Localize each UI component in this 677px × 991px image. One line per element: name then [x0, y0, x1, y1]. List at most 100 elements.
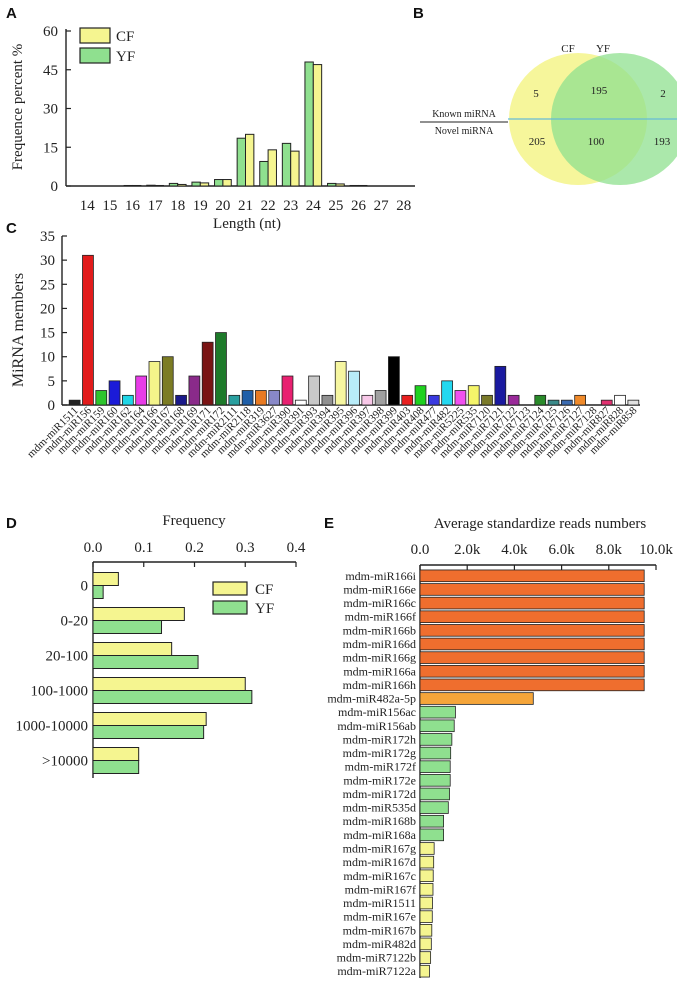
- panel-e-y-tick-label: mdm-miR168b: [343, 814, 416, 828]
- panel-e-bar: [419, 692, 534, 705]
- venn-novel-cf-only: 205: [529, 136, 546, 148]
- panel-a-bar-cf: [259, 160, 269, 187]
- panel-d-bar-yf: [92, 725, 205, 739]
- panel-a-y-tick-label: 0: [51, 179, 59, 195]
- panel-c-bar: [388, 356, 400, 406]
- panel-d-y-tick-label: 0: [81, 579, 89, 595]
- panel-d-letter: D: [6, 515, 17, 532]
- panel-d-legend-cf-swatch: [212, 581, 248, 596]
- panel-c-bar: [321, 394, 334, 406]
- panel-a-y-tick-label: 45: [43, 63, 58, 79]
- panel-c-y-tick-label: 20: [40, 301, 55, 317]
- panel-c-bar: [614, 394, 626, 406]
- panel-e-y-tick-label: mdm-miR167d: [343, 855, 416, 869]
- panel-a-x-tick-label: 28: [396, 198, 411, 214]
- panel-c-bar: [574, 394, 586, 406]
- panel-e-y-tick-label: mdm-miR172d: [343, 787, 416, 801]
- panel-e-y-tick-label: mdm-miR166f: [345, 610, 416, 624]
- panel-e-y-tick-label: mdm-miR156ac: [338, 705, 416, 719]
- panel-a-legend: CF YF: [79, 27, 135, 65]
- panel-a-x-tick-label: 14: [80, 198, 96, 214]
- panel-d-x-tick-label: 0.0: [84, 540, 103, 556]
- panel-a-bar-yf: [312, 64, 323, 187]
- panel-a-length-distribution-chart: A Frequence percent % Length (nt) CF YF …: [6, 5, 415, 232]
- panel-a-x-tick-label: 22: [261, 198, 276, 214]
- panel-e-bar: [419, 705, 456, 719]
- panel-a-bar-cf: [349, 184, 360, 187]
- panel-e-bar: [419, 869, 434, 883]
- panel-e-y-tick-label: mdm-miR168a: [343, 828, 416, 842]
- panel-e-bar: [419, 610, 645, 623]
- panel-a-y-tick-label: 30: [43, 102, 58, 118]
- panel-e-bar: [419, 814, 445, 828]
- panel-c-y-tick-label: 5: [48, 374, 56, 390]
- panel-d-x-tick-label: 0.1: [134, 540, 153, 556]
- panel-e-y-tick-label: mdm-miR167g: [343, 841, 416, 855]
- panel-e-bar: [419, 774, 451, 787]
- panel-d-bar-cf: [92, 572, 119, 586]
- panel-e-y-tick-label: mdm-miR172h: [343, 732, 416, 746]
- panel-e-bar: [419, 828, 445, 842]
- panel-a-x-tick-label: 23: [283, 198, 298, 214]
- panel-e-bar: [419, 719, 455, 733]
- panel-c-bar: [161, 356, 174, 406]
- panel-e-bar: [419, 760, 451, 773]
- panel-e-y-tick-label: mdm-miR172g: [343, 746, 416, 760]
- panel-e-y-tick-label: mdm-miR172e: [343, 773, 416, 787]
- panel-c-bar: [494, 365, 507, 406]
- panel-c-bar: [228, 394, 241, 406]
- panel-c-bar: [374, 390, 387, 406]
- panel-a-bar-cf: [236, 137, 247, 187]
- venn-known-both: 195: [591, 85, 608, 97]
- panel-e-y-tick-label: mdm-miR166a: [343, 664, 416, 678]
- panel-d-bar-cf: [92, 642, 173, 656]
- panel-c-bar: [467, 385, 480, 406]
- panel-c-y-axis-label: MiRNA members: [10, 273, 27, 387]
- panel-c-bar: [135, 375, 148, 406]
- panel-d-x-axis-label: Frequency: [162, 513, 226, 529]
- panel-a-bar-yf: [222, 179, 232, 187]
- panel-c-bar: [600, 399, 613, 406]
- panel-a-bar-yf: [335, 183, 345, 187]
- panel-e-y-tick-label: mdm-miR166c: [343, 596, 416, 610]
- panel-a-x-tick-label: 21: [238, 198, 253, 214]
- panel-e-y-tick-label: mdm-miR166h: [343, 678, 416, 692]
- panel-e-bar: [419, 883, 434, 896]
- panel-a-bar-yf: [199, 182, 210, 187]
- panel-c-bar: [188, 375, 201, 406]
- panel-d-bar-yf: [92, 620, 163, 634]
- venn-known-cf-only: 5: [533, 88, 539, 100]
- panel-c-bar: [82, 254, 94, 406]
- panel-e-plot-area: 0.0 2.0k 4.0k 6.0k 8.0k 10.0kmdm-miR166imdm-m…: [327, 542, 673, 978]
- panel-d-y-tick-label: 20-100: [46, 649, 89, 665]
- panel-c-y-tick-label: 10: [40, 350, 55, 366]
- panel-e-x-tick-label: 0.0: [411, 542, 430, 558]
- panel-e-x-axis-label: Average standardize reads numbers: [434, 516, 647, 532]
- panel-d-bar-cf: [92, 607, 185, 621]
- panel-a-x-tick-label: 15: [102, 198, 117, 214]
- panel-d-legend-cf-label: CF: [255, 582, 273, 598]
- panel-d-plot-area: 0.0 0.1 0.2 0.3 0.4 0 0-20 20-100 100-1000 1000-1…: [16, 540, 306, 778]
- panel-c-letter: C: [6, 220, 17, 237]
- panel-e-bar: [419, 842, 435, 855]
- panel-e-bar: [419, 583, 645, 596]
- panel-d-legend-yf-swatch: [212, 600, 248, 615]
- panel-d-x-tick-label: 0.4: [287, 540, 306, 556]
- panel-c-y-tick-label: 0: [48, 398, 56, 414]
- panel-c-bar: [507, 394, 520, 406]
- panel-e-y-tick-label: mdm-miR1511: [343, 896, 416, 910]
- panel-c-y-tick-label: 35: [40, 229, 55, 245]
- panel-d-x-tick-label: 0.3: [236, 540, 255, 556]
- panel-a-x-tick-label: 24: [306, 198, 322, 214]
- panel-e-y-tick-label: mdm-miR482a-5p: [327, 692, 416, 706]
- panel-c-bar: [201, 341, 214, 406]
- panel-e-bar: [419, 801, 449, 814]
- panel-c-bar: [215, 332, 227, 406]
- panel-c-bar: [148, 361, 161, 406]
- panel-d-legend-yf-label: YF: [255, 601, 274, 617]
- panel-e-letter: E: [324, 515, 334, 532]
- panel-e-bar: [419, 596, 645, 610]
- panel-a-bar-yf: [290, 150, 300, 187]
- panel-e-bar: [419, 733, 453, 746]
- panel-c-bar: [294, 399, 307, 406]
